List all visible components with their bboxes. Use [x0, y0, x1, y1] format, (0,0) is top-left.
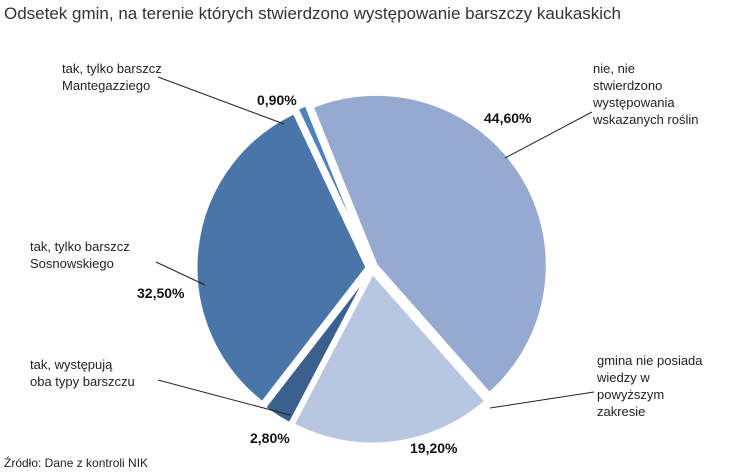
- category-label: tak, tylko barszcz Mantegazziego: [62, 61, 162, 93]
- value-label: 19,20%: [410, 440, 458, 456]
- pie-slice: [310, 92, 549, 396]
- pie-slice: [291, 270, 488, 446]
- category-label: tak, występują oba typy barszczu: [30, 357, 135, 389]
- value-label: 44,60%: [484, 110, 532, 126]
- leader-line: [155, 261, 206, 286]
- value-label: 2,80%: [250, 430, 290, 446]
- category-label: tak, tylko barszcz Sosnowskiego: [30, 239, 130, 271]
- source-note: Źródło: Dane z kontroli NIK: [4, 456, 149, 470]
- pie-slice: [262, 271, 371, 426]
- category-label: nie, nie stwierdzono występowania wskaza…: [593, 61, 699, 127]
- value-label: 32,50%: [137, 285, 185, 301]
- pie-slice: [295, 102, 372, 265]
- leader-line: [157, 379, 291, 416]
- leader-line: [504, 111, 593, 159]
- chart-title: Odsetek gmin, na terenie których stwierd…: [4, 4, 622, 23]
- pie-slice: [194, 110, 369, 405]
- category-label: gmina nie posiada wiedzy w powyższym zak…: [597, 353, 703, 419]
- leader-line: [157, 76, 285, 125]
- value-label: 0,90%: [257, 92, 297, 108]
- leader-line: [489, 391, 595, 409]
